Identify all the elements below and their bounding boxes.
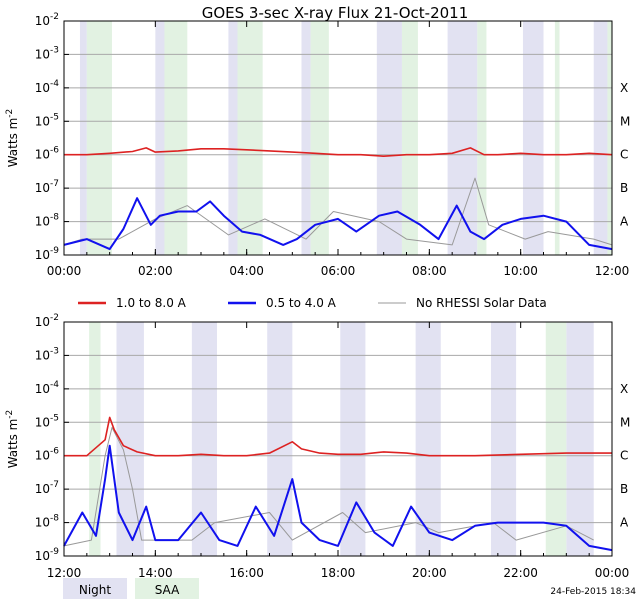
x-tick-label: 16:00 (229, 566, 264, 580)
night-band-2 (228, 21, 238, 255)
night-band-1 (191, 322, 217, 556)
bottom-panel: 10-9 10-8 10-7 10-6 10-5 10-4 10-3 10-2 Watts m-… (5, 313, 630, 580)
y-axis-label: Watts m-2 (5, 410, 20, 469)
legend-long-label: 1.0 to 8.0 A (116, 296, 187, 310)
series-legend: 1.0 to 8.0 A 0.5 to 4.0 A No RHESSI Sola… (78, 296, 547, 310)
footer-timestamp: 24-Feb-2015 18:34 (550, 587, 636, 597)
y-tick-label: 10-6 (35, 447, 60, 463)
y-tick-label: 10-7 (35, 480, 59, 496)
x-tick-label: 10:00 (503, 264, 538, 278)
y-tick-label: 10-9 (35, 547, 60, 563)
night-band-7 (593, 21, 608, 255)
y-tick-label: 10-4 (35, 79, 60, 95)
x-tick-label: 20:00 (412, 566, 447, 580)
night-band-3 (301, 21, 311, 255)
x-tick-label: 06:00 (321, 264, 356, 278)
y-tick-label: 10-2 (35, 313, 59, 329)
night-band-5 (490, 322, 517, 556)
flare-class-label: X (620, 81, 628, 95)
band-legend: Night SAA (63, 578, 199, 599)
night-band-0 (79, 21, 87, 255)
flare-class-label: X (620, 382, 628, 396)
saa-band-1 (164, 21, 188, 255)
legend-short-label: 0.5 to 4.0 A (266, 296, 337, 310)
y-tick-label: 10-5 (35, 112, 59, 128)
y-tick-label: 10-3 (35, 45, 59, 61)
night-legend-swatch (63, 578, 127, 599)
x-tick-label: 00:00 (595, 566, 630, 580)
x-tick-label: 12:00 (595, 264, 630, 278)
y-tick-label: 10-9 (35, 246, 60, 262)
flare-class-label: M (620, 114, 630, 128)
saa-band-2 (237, 21, 263, 255)
night-band-4 (376, 21, 402, 255)
flare-class-label: B (620, 482, 628, 496)
x-tick-label: 22:00 (503, 566, 538, 580)
plot-frame (63, 321, 613, 557)
x-tick-label: 02:00 (138, 264, 173, 278)
series-long-channel (64, 416, 612, 457)
y-tick-label: 10-5 (35, 413, 59, 429)
night-legend-label: Night (79, 583, 112, 597)
saa-legend-swatch (135, 578, 199, 599)
flare-class-label: A (620, 215, 629, 229)
chart-title: GOES 3-sec X-ray Flux 21-Oct-2011 (202, 4, 469, 22)
y-tick-label: 10-7 (35, 179, 59, 195)
saa-band-0 (86, 21, 112, 255)
series-long-channel (64, 147, 613, 157)
flare-class-label: A (620, 516, 629, 530)
flare-class-label: M (620, 415, 630, 429)
x-tick-label: 12:00 (47, 566, 82, 580)
top-panel: 10-9 10-8 10-7 10-6 10-5 10-4 10-3 10-2 Watts m-… (5, 12, 630, 278)
x-tick-label: 04:00 (229, 264, 264, 278)
legend-gray-label: No RHESSI Solar Data (416, 296, 547, 310)
night-band-6 (566, 322, 594, 556)
saa-band-4 (401, 21, 418, 255)
saa-legend-label: SAA (155, 583, 180, 597)
y-tick-label: 10-4 (35, 380, 60, 396)
y-tick-label: 10-8 (35, 514, 60, 530)
night-band-5 (447, 21, 478, 255)
saa-band-1 (545, 322, 567, 556)
night-band-3 (340, 322, 366, 556)
series-short-channel (63, 444, 613, 552)
saa-band-6 (554, 21, 560, 255)
saa-band-3 (310, 21, 329, 255)
saa-band-7 (607, 21, 612, 255)
saa-band-0 (89, 322, 101, 556)
plot-frame (63, 20, 613, 256)
saa-band-5 (477, 21, 487, 255)
night-band-4 (415, 322, 441, 556)
flare-class-label: B (620, 181, 628, 195)
x-tick-label: 14:00 (138, 566, 173, 580)
night-band-1 (155, 21, 165, 255)
y-tick-label: 10-6 (35, 146, 60, 162)
y-tick-label: 10-3 (35, 346, 59, 362)
flare-class-label: C (620, 449, 628, 463)
flare-class-label: C (620, 148, 628, 162)
y-tick-label: 10-8 (35, 213, 60, 229)
series-short-channel (63, 197, 613, 251)
x-tick-label: 00:00 (47, 264, 82, 278)
night-band-6 (522, 21, 544, 255)
y-axis-label: Watts m-2 (5, 109, 20, 168)
x-tick-label: 18:00 (321, 566, 356, 580)
y-tick-label: 10-2 (35, 12, 59, 28)
x-tick-label: 08:00 (412, 264, 447, 278)
